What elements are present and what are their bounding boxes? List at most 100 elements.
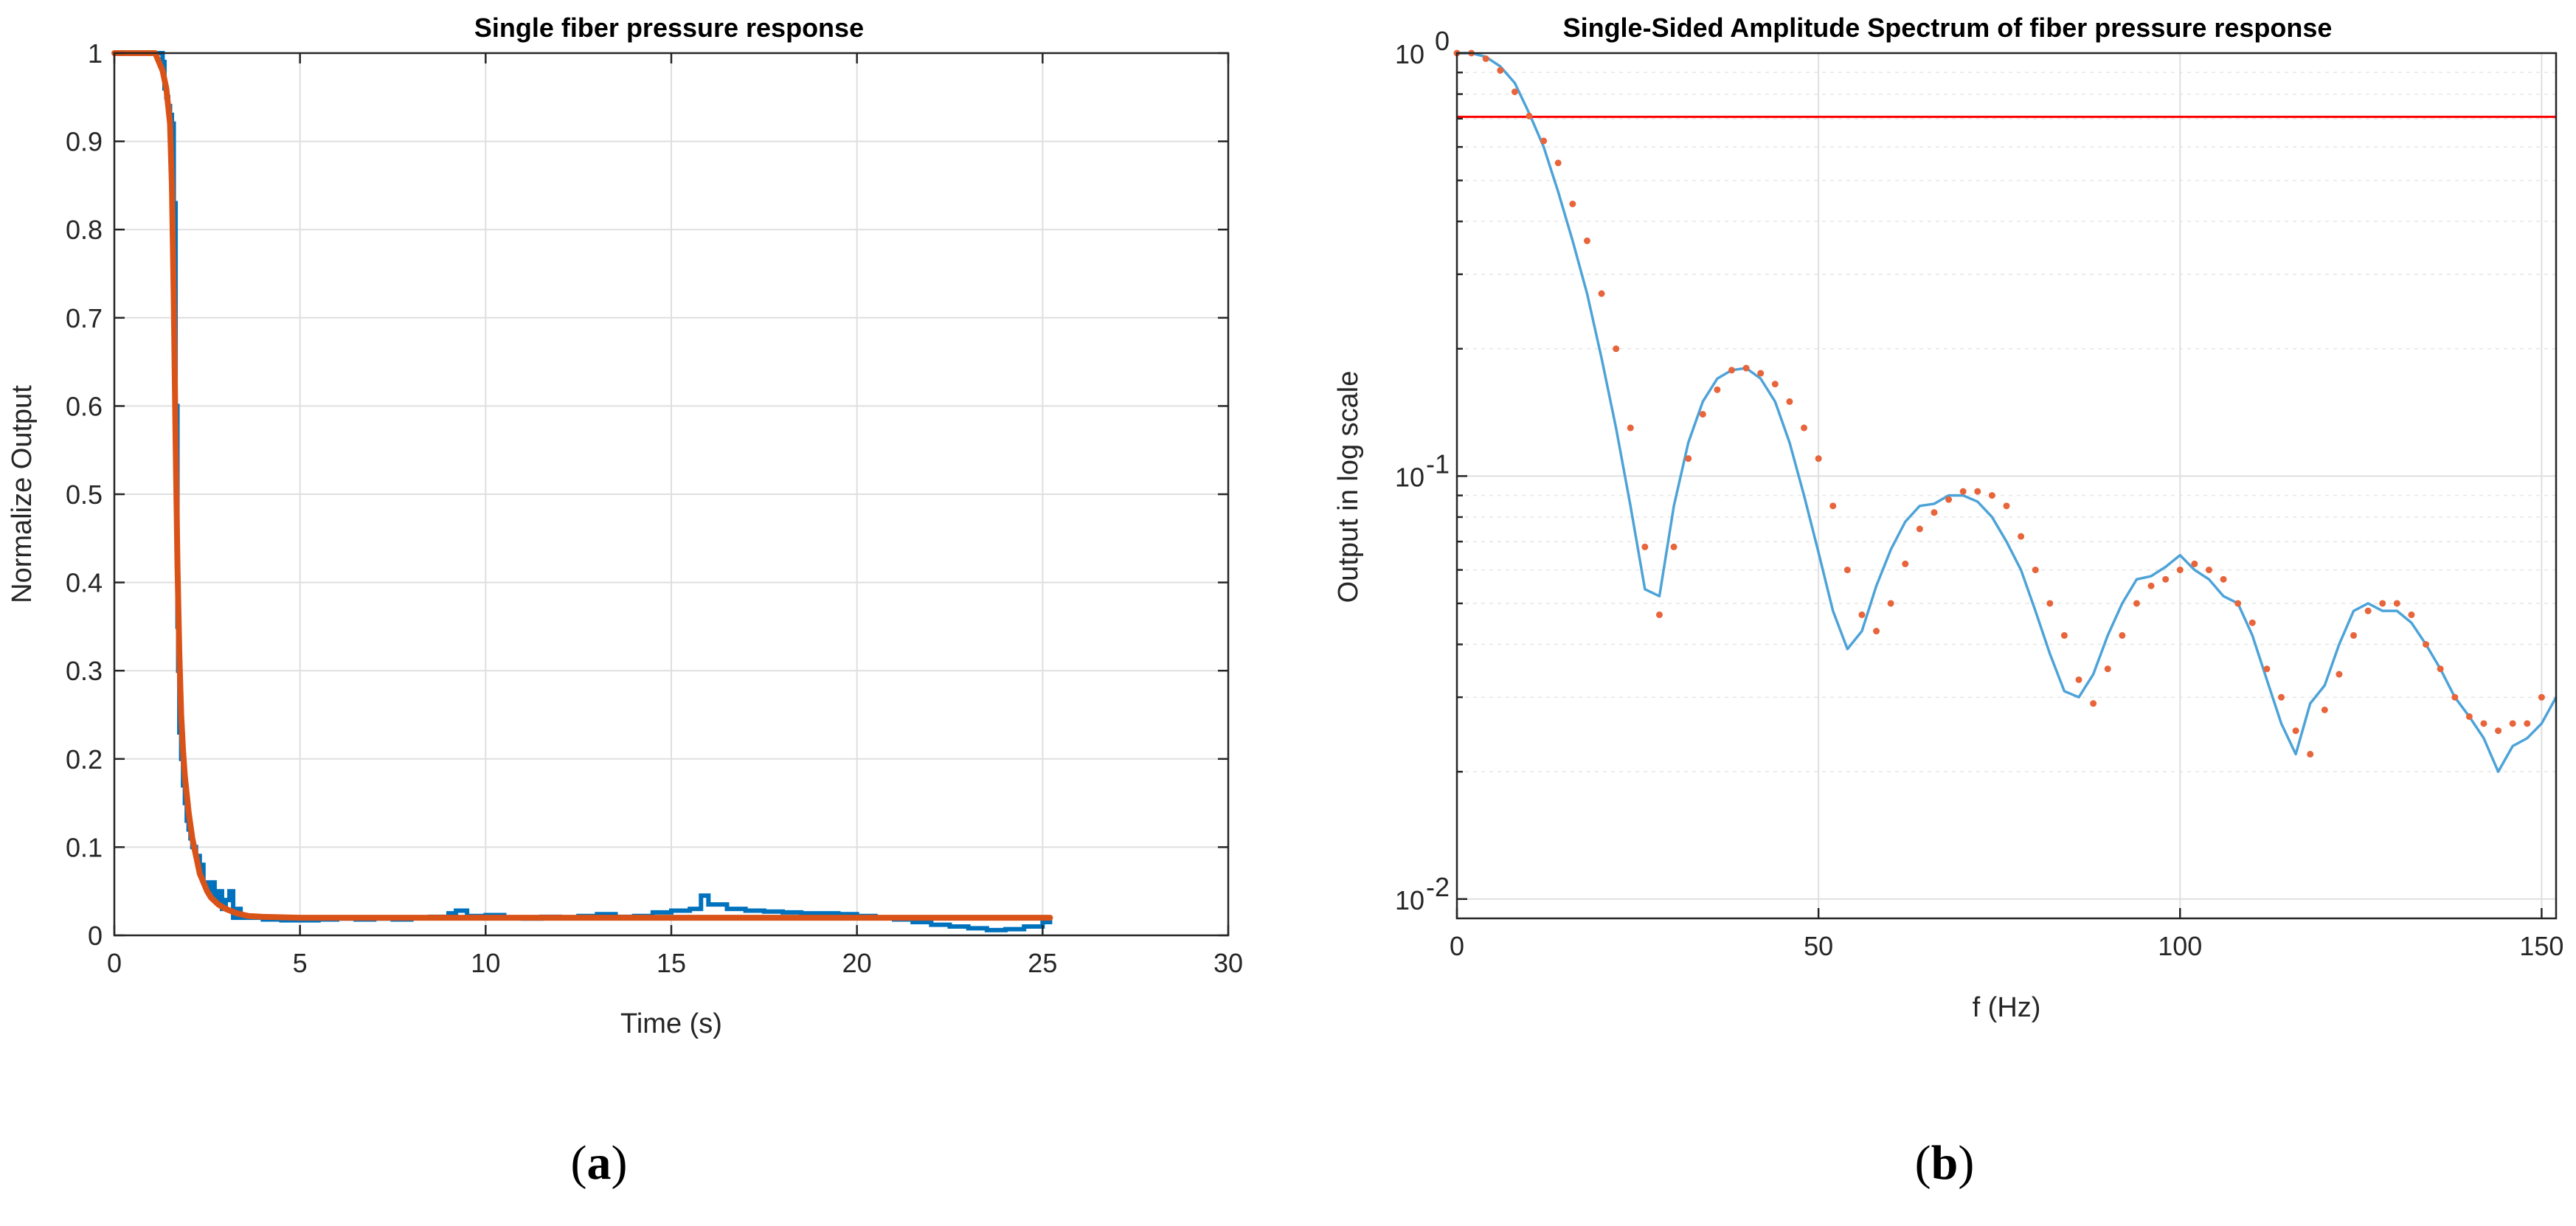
chart-a-xtick-label: 5 xyxy=(293,948,308,978)
chart-b-point xyxy=(1714,386,1721,393)
chart-b-point xyxy=(2205,567,2212,574)
chart-a-xtick-label: 15 xyxy=(657,948,686,978)
chart-b-point xyxy=(1931,509,1938,516)
chart-a-title: Single fiber pressure response xyxy=(474,13,864,43)
chart-b-point xyxy=(2090,700,2097,707)
chart-b-point xyxy=(2220,575,2227,583)
chart-a-xtick-label: 10 xyxy=(471,948,500,978)
chart-b-ytick-exponent: -1 xyxy=(1426,449,1450,479)
chart-b-point xyxy=(2119,631,2126,639)
chart-b-point xyxy=(1902,560,1909,567)
chart-b-point xyxy=(1583,237,1590,244)
chart-b-point xyxy=(2003,502,2010,510)
chart-a-ytick-label: 0.5 xyxy=(66,479,103,510)
chart-b-point xyxy=(2524,720,2531,727)
chart-b-point xyxy=(1497,66,1504,74)
chart-b-point xyxy=(2263,665,2271,673)
chart-b-point xyxy=(2364,607,2372,614)
chart-b-xtick-label: 0 xyxy=(1450,931,1464,961)
chart-b-point xyxy=(2162,575,2170,583)
chart-b-point xyxy=(1482,55,1489,63)
chart-b-point xyxy=(2060,631,2068,639)
chart-b-point xyxy=(1757,370,1765,377)
chart-b-point xyxy=(2336,671,2343,678)
caption-a-letter: a xyxy=(587,1136,612,1190)
chart-b-xtick-label: 50 xyxy=(1804,931,1833,961)
chart-b-point xyxy=(2018,533,2025,540)
chart-b-point xyxy=(1526,112,1533,120)
chart-b-point xyxy=(1685,455,1692,463)
chart-b-point xyxy=(2495,727,2502,735)
chart-b-point xyxy=(1916,525,1923,533)
chart-a-series xyxy=(111,50,1053,932)
chart-b-point xyxy=(1613,345,1620,353)
chart-b-point xyxy=(2292,727,2299,735)
chart-b-xlabel: f (Hz) xyxy=(1973,992,2041,1023)
chart-a-ytick-label: 0.3 xyxy=(66,656,103,686)
chart-b-point xyxy=(1771,381,1779,388)
chart-b-point xyxy=(1511,88,1518,95)
chart-a-ticks: 0 5 10 15 20 25 30 0 0.1 0.2 0.3 0.4 0.5 0.6 0.7 0.8 0.9… xyxy=(66,38,1243,978)
chart-b-point xyxy=(2147,582,2155,589)
chart-b-point xyxy=(2234,600,2242,607)
chart-b-point xyxy=(1598,290,1605,297)
caption-b-letter: b xyxy=(1931,1136,1959,1190)
chart-b-point xyxy=(1569,200,1576,207)
chart-b-point xyxy=(1974,488,1981,495)
chart-b-xtick-label: 100 xyxy=(2158,931,2202,961)
chart-b-ytick-label: 10 xyxy=(1395,462,1424,492)
chart-b-point xyxy=(2191,560,2198,567)
chart-b-point xyxy=(1959,488,1967,495)
chart-a-ylabel: Normalize Output xyxy=(7,385,38,603)
chart-a-ytick-label: 0.8 xyxy=(66,215,103,245)
chart-b-xtick-label: 150 xyxy=(2519,931,2563,961)
chart-b-point xyxy=(2307,750,2314,758)
chart-b-point xyxy=(2248,619,2256,626)
chart-b-point xyxy=(1858,611,1866,618)
chart-b-point xyxy=(1699,411,1706,418)
chart-b-point xyxy=(1786,398,1793,405)
chart-a-ytick-label: 1 xyxy=(88,38,103,69)
chart-b-point xyxy=(1742,364,1750,372)
chart-b-series xyxy=(1453,49,2558,773)
chart-b-ytick-label: 10 xyxy=(1395,885,1424,915)
chart-b-point xyxy=(2176,567,2184,574)
chart-a-xtick-label: 0 xyxy=(107,948,122,978)
chart-b-point xyxy=(2393,600,2400,607)
chart-b-point xyxy=(2032,567,2039,574)
chart-a-ytick-label: 0.7 xyxy=(66,303,103,333)
chart-a-xtick-label: 30 xyxy=(1213,948,1243,978)
chart-b-point xyxy=(1728,367,1735,374)
chart-b-point xyxy=(1829,502,1837,510)
chart-a-ytick-label: 0.4 xyxy=(66,568,103,598)
chart-b-point xyxy=(2480,720,2487,727)
chart-a-grid xyxy=(114,52,1229,936)
chart-b: Single-Sided Amplitude Spectrum of fiber… xyxy=(1333,13,2563,1023)
chart-b-point xyxy=(2408,611,2415,618)
chart-b-point xyxy=(2423,641,2430,648)
chart-a-xlabel: Time (s) xyxy=(620,1008,722,1039)
chart-b-point xyxy=(1887,600,1894,607)
chart-b-point xyxy=(1801,424,1808,432)
chart-b-point xyxy=(1945,496,1953,503)
chart-b-point xyxy=(1988,492,1995,499)
chart-b-point xyxy=(2465,713,2473,720)
chart-a-ytick-label: 0.1 xyxy=(66,832,103,862)
chart-b-point xyxy=(2451,693,2459,701)
chart-b-point xyxy=(1815,455,1822,463)
chart-b-grid xyxy=(1456,52,2556,918)
chart-b-point xyxy=(1670,543,1677,550)
chart-b-point xyxy=(2075,676,2082,683)
chart-b-point xyxy=(1655,611,1663,618)
chart-a-xtick-label: 25 xyxy=(1028,948,1057,978)
chart-b-point xyxy=(1627,424,1634,432)
chart-b-point xyxy=(1641,543,1649,550)
chart-b-ytick-label: 10 xyxy=(1395,39,1424,69)
chart-b-point xyxy=(2104,665,2111,673)
chart-b-point xyxy=(2538,693,2545,701)
chart-a-ytick-label: 0 xyxy=(88,921,103,951)
chart-a-xtick-label: 20 xyxy=(842,948,872,978)
chart-a-ytick-label: 0.9 xyxy=(66,127,103,157)
